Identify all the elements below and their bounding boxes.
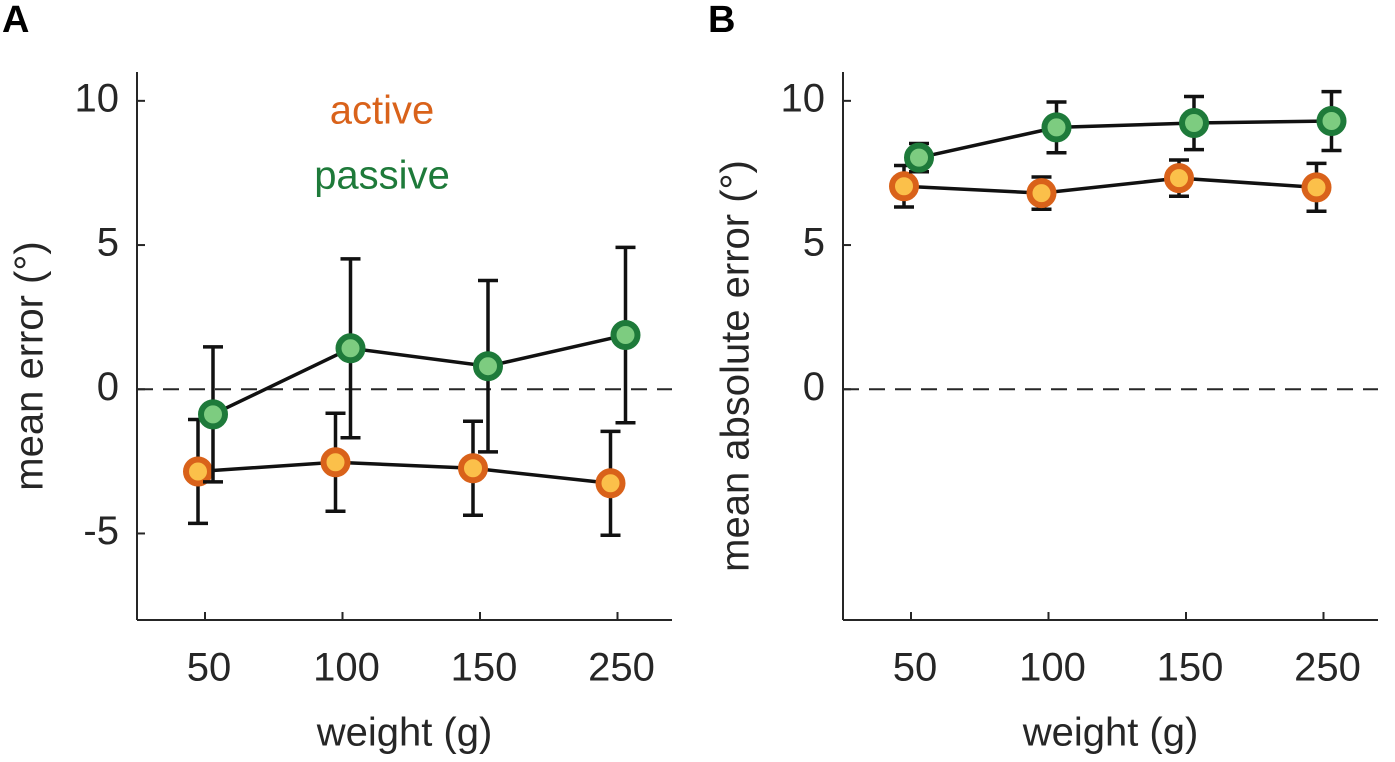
marker (335, 333, 366, 364)
marker (1164, 163, 1194, 194)
marker (610, 320, 641, 351)
y-tick-label: 0 (97, 365, 119, 409)
y-tick-label: 5 (803, 221, 825, 265)
marker (320, 447, 351, 478)
y-tick-label: -5 (83, 509, 119, 553)
marker (1041, 112, 1072, 143)
marker (1316, 106, 1347, 137)
x-tick-label: 50 (893, 646, 938, 690)
x-axis-label: weight (g) (316, 711, 493, 755)
panel-label: A (2, 0, 29, 41)
x-tick-label: 100 (1019, 646, 1086, 690)
y-axis-label: mean error (°) (8, 241, 52, 490)
x-tick-label: 50 (187, 646, 232, 690)
series-line (903, 176, 1317, 195)
x-tick-label: 100 (313, 646, 380, 690)
marker (458, 453, 488, 484)
marker (889, 171, 919, 202)
marker (595, 468, 626, 499)
y-tick-label: 5 (97, 221, 119, 265)
marker (183, 456, 213, 487)
legend-entry: active (330, 89, 435, 133)
y-tick-label: 10 (781, 76, 826, 120)
x-tick-label: 250 (1294, 646, 1361, 690)
y-axis-label: mean absolute error (°) (714, 160, 758, 572)
series-line (918, 119, 1332, 160)
marker (904, 142, 934, 173)
marker (198, 399, 228, 430)
x-axis-label: weight (g) (1022, 711, 1199, 755)
x-tick-label: 150 (451, 646, 518, 690)
legend-entry: passive (314, 154, 450, 198)
series-line (212, 333, 626, 416)
series-line (197, 460, 611, 486)
marker (473, 351, 503, 382)
y-tick-label: 0 (803, 365, 825, 409)
panel-label: B (708, 0, 735, 41)
marker (1301, 172, 1332, 203)
y-tick-label: 10 (75, 76, 120, 120)
marker (1179, 108, 1209, 139)
x-tick-label: 250 (588, 646, 655, 690)
x-tick-label: 150 (1157, 646, 1224, 690)
marker (1026, 178, 1057, 209)
